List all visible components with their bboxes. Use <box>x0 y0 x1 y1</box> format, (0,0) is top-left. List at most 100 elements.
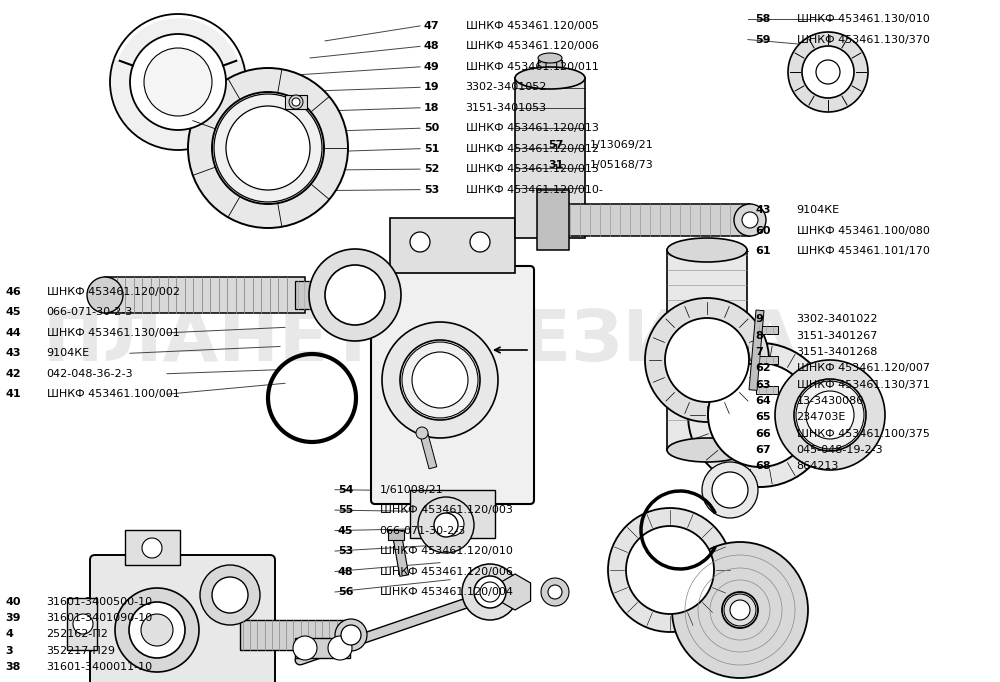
Text: 7: 7 <box>755 347 763 357</box>
Text: 38: 38 <box>5 662 20 672</box>
Text: ШНКФ 453461.130/001: ШНКФ 453461.130/001 <box>47 328 179 338</box>
Circle shape <box>292 98 300 106</box>
Circle shape <box>129 602 185 658</box>
Circle shape <box>142 538 162 558</box>
Text: 54: 54 <box>338 485 354 494</box>
Text: 46: 46 <box>5 287 21 297</box>
Circle shape <box>788 32 868 112</box>
Circle shape <box>796 381 864 449</box>
Circle shape <box>672 542 808 678</box>
Text: ШНКФ 453461.120/006: ШНКФ 453461.120/006 <box>380 567 512 576</box>
Text: 1/13069/21: 1/13069/21 <box>590 140 653 149</box>
Circle shape <box>418 497 474 553</box>
Circle shape <box>688 343 832 487</box>
Bar <box>125 530 180 565</box>
Text: 43: 43 <box>5 349 20 358</box>
Text: 41: 41 <box>5 389 21 399</box>
Text: 1/61008/21: 1/61008/21 <box>380 485 443 494</box>
Text: 9: 9 <box>755 314 763 324</box>
Circle shape <box>742 212 758 228</box>
Circle shape <box>382 322 498 438</box>
Bar <box>295 281 350 309</box>
Text: 67: 67 <box>755 445 771 455</box>
Text: 4: 4 <box>5 629 13 639</box>
Text: 68: 68 <box>755 462 771 471</box>
Text: 8: 8 <box>755 331 763 340</box>
Circle shape <box>462 564 518 620</box>
Circle shape <box>480 582 500 602</box>
Text: ШНКФ 453461.120/010-: ШНКФ 453461.120/010- <box>466 185 602 194</box>
Circle shape <box>816 60 840 84</box>
Text: 31601-3401090-10: 31601-3401090-10 <box>47 613 153 623</box>
Bar <box>538 60 562 82</box>
Text: 066-071-30-2-3: 066-071-30-2-3 <box>380 526 466 535</box>
Bar <box>565 204 750 236</box>
Circle shape <box>806 391 854 439</box>
Circle shape <box>794 379 866 451</box>
Text: 13-3430086: 13-3430086 <box>797 396 864 406</box>
Text: ШНКФ 453461.120/013: ШНКФ 453461.120/013 <box>466 123 598 133</box>
Text: ШНКФ 453461.120/015: ШНКФ 453461.120/015 <box>466 164 598 174</box>
Text: 42: 42 <box>5 369 21 379</box>
Bar <box>749 310 764 390</box>
Bar <box>392 531 409 576</box>
Text: 51: 51 <box>424 144 439 153</box>
Circle shape <box>775 360 885 470</box>
Text: 3302-3401022: 3302-3401022 <box>797 314 878 324</box>
Circle shape <box>410 232 430 252</box>
Text: 045-048-19-2-3: 045-048-19-2-3 <box>797 445 883 455</box>
Bar <box>420 433 437 469</box>
Bar <box>756 356 778 364</box>
Ellipse shape <box>538 53 562 63</box>
Text: 042-048-36-2-3: 042-048-36-2-3 <box>47 369 133 379</box>
Text: 19: 19 <box>424 83 440 92</box>
Circle shape <box>548 585 562 599</box>
Circle shape <box>608 508 732 632</box>
Circle shape <box>200 565 260 625</box>
Circle shape <box>141 614 173 646</box>
Text: 53: 53 <box>424 185 439 194</box>
Circle shape <box>434 513 458 537</box>
Ellipse shape <box>515 67 585 89</box>
Text: 56: 56 <box>338 587 354 597</box>
Circle shape <box>645 298 769 422</box>
Text: 31601-3400500-10: 31601-3400500-10 <box>47 597 153 606</box>
Text: 3151-3401268: 3151-3401268 <box>797 347 878 357</box>
Text: 63: 63 <box>755 380 770 389</box>
Text: 47: 47 <box>424 21 440 31</box>
Polygon shape <box>499 574 531 610</box>
FancyBboxPatch shape <box>90 555 275 682</box>
Bar <box>756 326 778 334</box>
Text: ШНКФ 453461.120/002: ШНКФ 453461.120/002 <box>47 287 180 297</box>
Circle shape <box>470 232 490 252</box>
Bar <box>756 386 778 394</box>
Circle shape <box>702 462 758 518</box>
Bar <box>667 250 747 450</box>
Circle shape <box>712 472 748 508</box>
Circle shape <box>212 577 248 613</box>
Bar <box>67 598 97 650</box>
Text: 066-071-30-2-3: 066-071-30-2-3 <box>47 308 133 317</box>
Text: 61: 61 <box>755 246 771 256</box>
Text: ШНКФ 453461.100/080: ШНКФ 453461.100/080 <box>797 226 929 235</box>
Text: 39: 39 <box>5 613 20 623</box>
Text: 31: 31 <box>548 160 563 170</box>
Circle shape <box>665 318 749 402</box>
Circle shape <box>335 619 367 651</box>
Circle shape <box>724 594 756 626</box>
Text: 62: 62 <box>755 364 771 373</box>
Text: 64: 64 <box>755 396 771 406</box>
Text: 65: 65 <box>755 413 770 422</box>
Text: 50: 50 <box>424 123 439 133</box>
Circle shape <box>212 92 324 204</box>
Circle shape <box>309 249 401 341</box>
Circle shape <box>730 600 750 620</box>
Text: 252162-П2: 252162-П2 <box>47 629 108 639</box>
Circle shape <box>402 342 478 418</box>
Text: 60: 60 <box>755 226 770 235</box>
Text: ШНКФ 453461.130/010: ШНКФ 453461.130/010 <box>797 14 929 24</box>
Text: ШНКФ 453461.120/004: ШНКФ 453461.120/004 <box>380 587 513 597</box>
Circle shape <box>144 48 212 116</box>
Text: 49: 49 <box>424 62 440 72</box>
Text: 57: 57 <box>548 140 563 149</box>
